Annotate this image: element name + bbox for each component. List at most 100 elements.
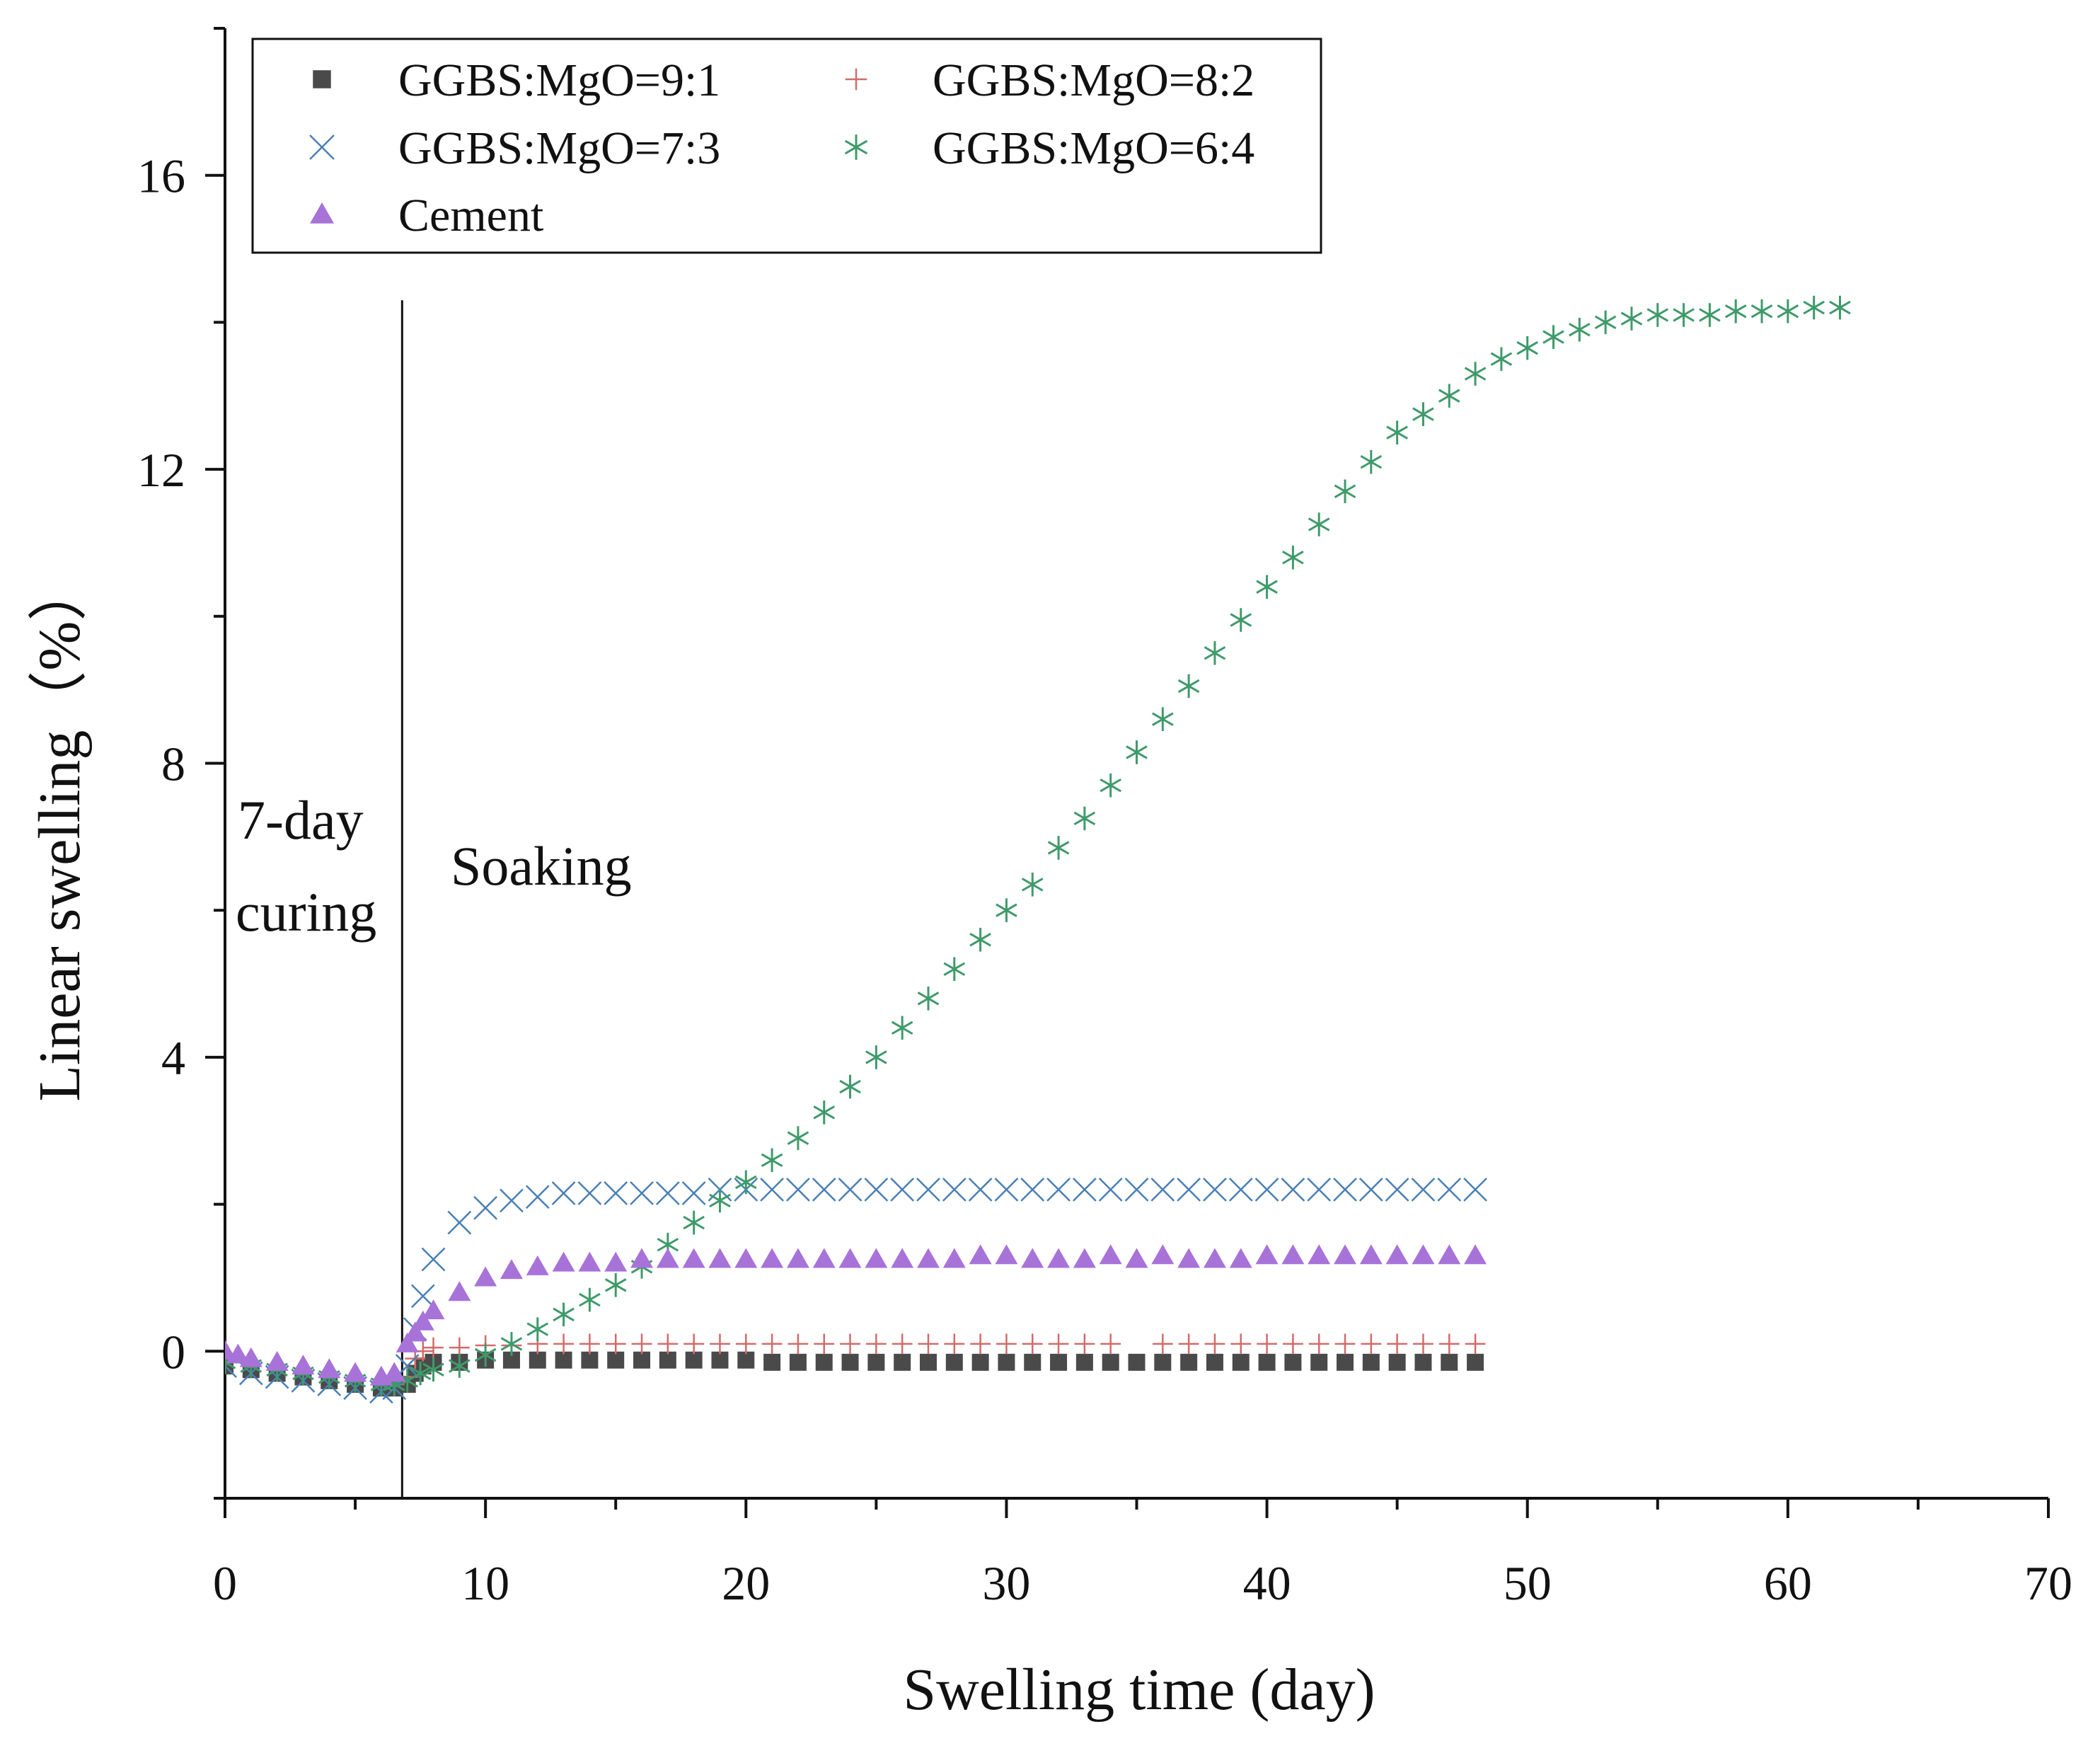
data-point <box>1467 1353 1484 1371</box>
data-point <box>1204 1333 1225 1355</box>
data-point <box>1100 1333 1121 1355</box>
data-point <box>1438 1333 1460 1355</box>
data-point <box>1128 1353 1146 1371</box>
data-point <box>396 1332 419 1352</box>
data-point <box>841 1353 859 1371</box>
y-tick-label: 12 <box>137 443 185 497</box>
data-point <box>1230 1333 1252 1355</box>
data-point <box>1646 303 1669 327</box>
data-point <box>1385 1177 1409 1202</box>
data-point <box>1387 1333 1408 1355</box>
data-point <box>1150 1177 1175 1202</box>
data-point <box>709 1188 731 1213</box>
data-point <box>1230 608 1252 632</box>
data-point <box>681 1181 706 1205</box>
data-point <box>659 1351 676 1369</box>
data-point <box>864 1177 889 1202</box>
x-tick-label: 30 <box>982 1556 1030 1610</box>
data-point <box>786 1177 810 1202</box>
data-point <box>1385 1244 1409 1265</box>
data-point <box>1021 1248 1044 1268</box>
data-point <box>1256 575 1278 599</box>
data-point <box>1124 1177 1149 1202</box>
data-point <box>1281 1177 1305 1202</box>
data-point <box>1334 1333 1356 1355</box>
data-point <box>1152 707 1174 731</box>
x-tick-label: 70 <box>2024 1556 2072 1610</box>
data-point <box>1047 836 1070 860</box>
data-point <box>551 1181 576 1205</box>
data-point <box>1542 325 1564 349</box>
data-point <box>761 1333 783 1355</box>
data-point <box>1334 1244 1357 1265</box>
data-point <box>839 1074 861 1099</box>
data-point <box>1594 310 1617 335</box>
data-point <box>1228 1177 1253 1202</box>
legend-marker <box>309 134 335 160</box>
data-point <box>1281 1244 1305 1265</box>
data-point <box>579 1333 600 1355</box>
data-point <box>994 1177 1019 1202</box>
data-point <box>383 1362 406 1382</box>
legend-item: GGBS:MgO=8:2 <box>845 54 1254 106</box>
x-axis-title: Swelling time (day) <box>903 1657 1375 1723</box>
data-point <box>1255 1244 1279 1265</box>
data-point <box>239 1347 262 1367</box>
data-point <box>942 1177 967 1202</box>
data-point <box>917 987 940 1011</box>
series-1 <box>225 1351 1484 1397</box>
data-point <box>1177 1177 1201 1202</box>
data-point <box>1438 384 1460 408</box>
data-point <box>1337 1353 1354 1371</box>
data-point <box>473 1195 498 1220</box>
data-point <box>1126 740 1148 764</box>
data-point <box>553 1302 575 1327</box>
legend-label: GGBS:MgO=7:3 <box>398 122 720 174</box>
data-point <box>474 1266 497 1287</box>
data-point <box>787 1126 809 1150</box>
data-point <box>708 1248 732 1268</box>
legend-item: Cement <box>310 190 543 241</box>
data-point <box>1258 1353 1276 1371</box>
data-point <box>1100 773 1121 798</box>
data-point <box>1569 317 1591 342</box>
data-point <box>1073 806 1096 831</box>
data-points <box>225 295 1851 1404</box>
data-point <box>1151 1244 1175 1265</box>
data-point <box>1102 1353 1119 1371</box>
data-point <box>1180 1353 1198 1371</box>
data-point <box>1154 1353 1172 1371</box>
data-point <box>1465 1333 1486 1355</box>
data-point <box>1803 295 1825 320</box>
data-point <box>1203 1177 1227 1202</box>
data-point <box>789 1353 807 1371</box>
data-point <box>422 1299 445 1320</box>
data-point <box>760 1177 784 1202</box>
legend-marker <box>313 70 331 88</box>
data-point <box>525 1185 550 1209</box>
data-point <box>657 1333 679 1355</box>
data-point <box>1362 1353 1380 1371</box>
data-point <box>1020 1177 1045 1202</box>
data-point <box>1359 1244 1383 1265</box>
data-point <box>604 1181 628 1205</box>
data-point <box>1047 1248 1071 1268</box>
data-point <box>1360 449 1383 474</box>
data-point <box>1075 1353 1093 1371</box>
data-point <box>1333 1177 1357 1202</box>
data-point <box>1203 1248 1226 1268</box>
data-point <box>1308 1333 1329 1355</box>
data-point <box>607 1351 625 1369</box>
data-point <box>737 1351 755 1369</box>
data-point <box>995 1244 1018 1265</box>
data-point <box>867 1353 885 1371</box>
data-point <box>633 1351 651 1369</box>
data-point <box>919 1353 937 1371</box>
data-point <box>891 1016 913 1040</box>
data-point <box>1284 1353 1302 1371</box>
data-point <box>604 1273 627 1297</box>
data-point <box>865 1045 887 1069</box>
data-point <box>788 1333 809 1355</box>
data-point <box>916 1177 940 1202</box>
